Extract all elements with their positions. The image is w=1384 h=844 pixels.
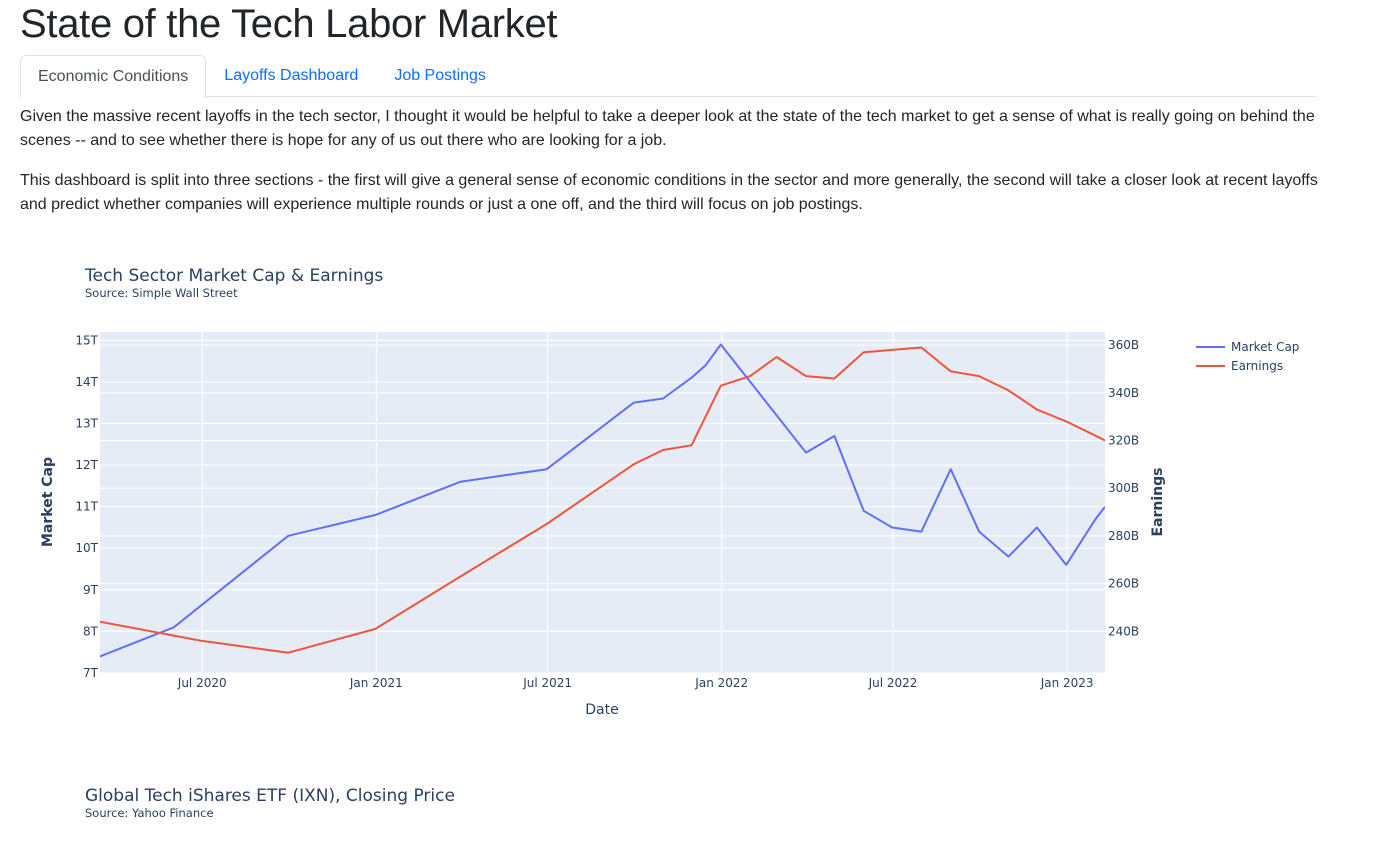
y-tick-label: 9T	[83, 583, 99, 597]
intro-paragraph-1: Given the massive recent layoffs in the …	[20, 108, 1315, 149]
y-tick-label: 7T	[83, 666, 99, 680]
y-tick-label: 10T	[75, 541, 98, 555]
market-cap-earnings-chart[interactable]: Jul 2020 Jan 2021 Jul 2021 Jan 2022 Jul 2022…	[0, 300, 1384, 740]
y-axis-ticks: 7T 8T 9T 10T 11T 12T 13T 14T 15T	[75, 333, 98, 680]
y2-tick-label: 320B	[1108, 434, 1139, 448]
x-axis-ticks: Jul 2020 Jan 2021 Jul 2021 Jan 2022 Jul 2022…	[177, 676, 1094, 690]
legend-item-earnings[interactable]: Earnings	[1196, 359, 1283, 373]
tab-layoffs-dashboard[interactable]: Layoffs Dashboard	[224, 67, 359, 84]
tab-job-postings[interactable]: Job Postings	[394, 67, 486, 84]
x-tick-label: Jan 2022	[694, 676, 748, 690]
series-line-market-cap	[100, 343, 1105, 658]
y2-axis-label: Earnings	[1150, 467, 1166, 536]
y2-tick-label: 300B	[1108, 481, 1139, 495]
page-title: State of the Tech Labor Market	[20, 2, 558, 46]
gridlines	[100, 332, 1105, 674]
y-axis-label: Market Cap	[40, 457, 56, 547]
chart2-source: Source: Yahoo Finance	[85, 806, 214, 820]
tab-economic-conditions[interactable]: Economic Conditions	[20, 55, 207, 98]
legend: Market Cap Earnings	[1196, 340, 1299, 373]
y2-tick-label: 260B	[1108, 577, 1139, 591]
x-tick-label: Jul 2020	[177, 676, 227, 690]
legend-item-market-cap[interactable]: Market Cap	[1196, 340, 1299, 354]
x-tick-label: Jul 2022	[868, 676, 918, 690]
x-tick-label: Jan 2023	[1040, 676, 1094, 690]
x-tick-label: Jul 2021	[522, 676, 572, 690]
y-tick-label: 13T	[75, 416, 98, 430]
legend-label-earnings: Earnings	[1231, 359, 1283, 373]
intro-paragraph-2: This dashboard is split into three secti…	[20, 172, 1318, 213]
y2-tick-label: 240B	[1108, 624, 1139, 638]
y-tick-label: 12T	[75, 458, 98, 472]
y2-tick-label: 280B	[1108, 529, 1139, 543]
y-tick-label: 11T	[75, 500, 98, 514]
x-axis-label: Date	[585, 702, 618, 718]
y2-tick-label: 360B	[1108, 338, 1139, 352]
y-tick-label: 14T	[75, 375, 98, 389]
series-line-earnings	[100, 346, 1105, 654]
y2-axis-ticks: 240B 260B 280B 300B 320B 340B 360B	[1108, 338, 1139, 638]
y2-tick-label: 340B	[1108, 386, 1139, 400]
chart2-title: Global Tech iShares ETF (IXN), Closing P…	[85, 786, 455, 806]
series-lines	[100, 343, 1105, 658]
x-tick-label: Jan 2021	[349, 676, 403, 690]
plot-background	[100, 332, 1105, 673]
chart1-source: Source: Simple Wall Street	[85, 286, 238, 300]
tab-bar: Economic Conditions Layoffs Dashboard Jo…	[20, 55, 1316, 98]
y-tick-label: 15T	[75, 333, 98, 347]
chart1-title: Tech Sector Market Cap & Earnings	[85, 266, 384, 286]
y-tick-label: 8T	[83, 624, 99, 638]
legend-label-market-cap: Market Cap	[1231, 340, 1299, 354]
